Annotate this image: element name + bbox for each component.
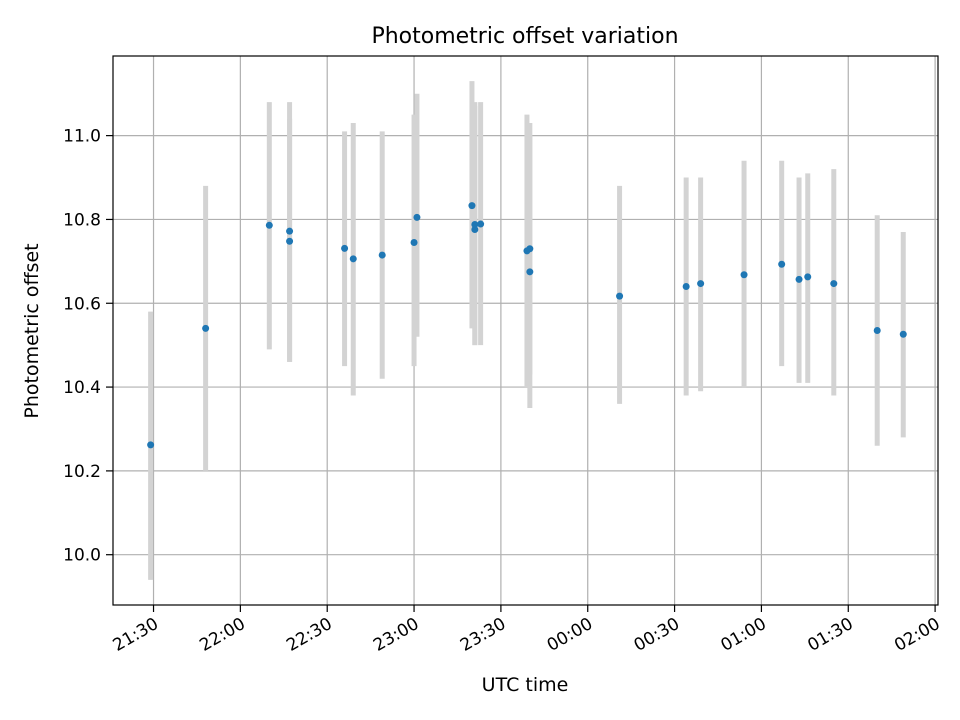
data-point [413,213,421,221]
data-point [697,280,705,288]
data-point [873,327,881,334]
data-point [349,255,357,263]
data-point [526,268,534,276]
y-tick-label: 10.4 [63,378,101,398]
y-tick-label: 10.2 [63,462,101,482]
y-tick-label: 11.0 [63,127,101,147]
data-point [378,251,386,259]
data-point [830,280,838,288]
y-tick-label: 10.6 [63,294,101,314]
data-point [778,260,786,268]
data-point [477,220,485,228]
data-point [471,226,479,234]
data-point [740,271,748,279]
data-point [341,244,349,252]
data-point [616,292,624,300]
data-point [526,245,534,253]
data-point [286,227,294,235]
x-axis-label: UTC time [482,674,569,696]
data-point [410,238,418,246]
data-point [899,330,907,338]
y-axis-ticks: 10.0 10.2 10.4 10.6 10.8 11.0 [63,127,113,566]
data-point [286,237,294,245]
data-point [265,221,273,229]
data-point [471,220,479,228]
data-point [147,441,155,449]
data-point [202,324,210,332]
data-point [682,282,690,290]
data-points [147,202,907,449]
data-point [795,275,803,283]
chart-title: Photometric offset variation [371,24,678,49]
y-axis-label: Photometric offset [21,243,43,418]
data-point [804,273,812,281]
data-point [468,202,476,210]
y-tick-label: 10.0 [63,546,101,566]
plot-frame [112,55,939,606]
y-tick-label: 10.8 [63,210,101,230]
